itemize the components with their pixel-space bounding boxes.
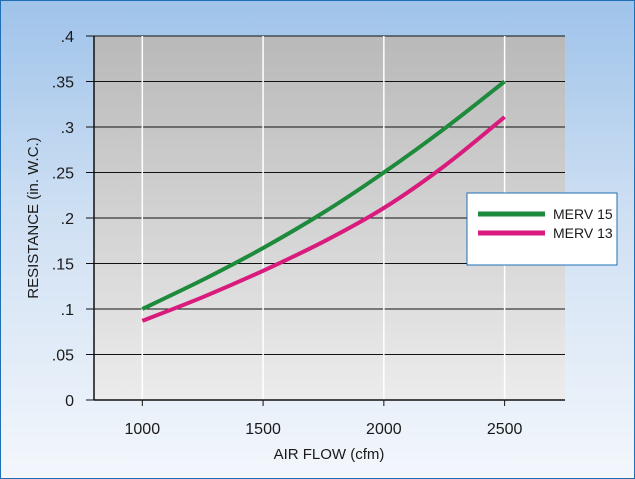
y-tick-label: 0 (65, 393, 74, 410)
series-line-merv-15 (141, 79, 506, 311)
x-tick-label: 1500 (245, 421, 281, 438)
axes (86, 35, 565, 406)
y-tick-label: .05 (52, 348, 74, 365)
legend-box (466, 192, 618, 266)
y-tick-label: .15 (52, 257, 74, 274)
legend-label-merv-13: MERV 13 (553, 225, 613, 241)
y-tick-label: .4 (61, 29, 74, 46)
x-axis-title: AIR FLOW (cfm) (274, 446, 385, 463)
x-tick-label: 2000 (366, 421, 402, 438)
y-tick-label: .2 (61, 211, 74, 228)
y-tick-label: .35 (52, 75, 74, 92)
legend-label-merv-15: MERV 15 (553, 206, 613, 222)
series-lines (141, 79, 506, 323)
x-tick-label: 1000 (125, 421, 161, 438)
tick-labels: 0 .05 .1 .15 .2 .25 .3 .35 .4 1000 1500 2000 2500 (52, 29, 523, 438)
legend: MERV 15 MERV 13 (466, 192, 618, 266)
y-tick-label: .25 (52, 166, 74, 183)
series-line-merv-13 (141, 115, 506, 323)
x-tick-label: 2500 (487, 421, 523, 438)
y-tick-label: .1 (61, 302, 74, 319)
y-axis-title: RESISTANCE (in. W.C.) (25, 137, 42, 298)
y-tick-label: .3 (61, 120, 74, 137)
